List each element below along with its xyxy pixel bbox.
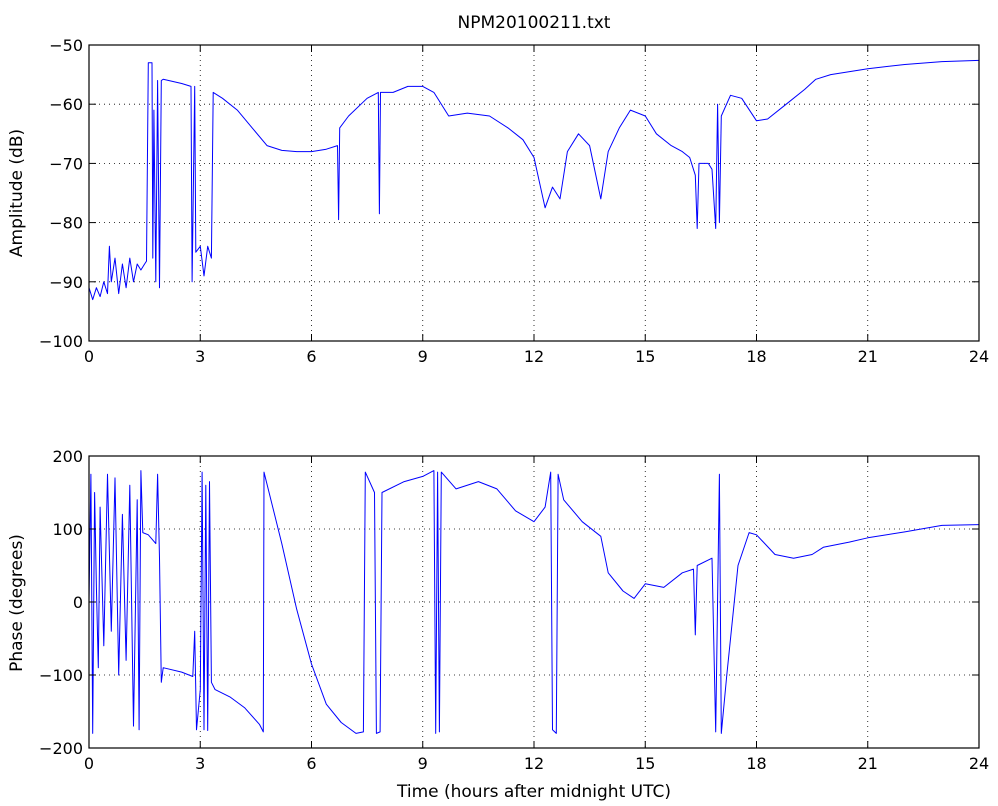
phase-x-tick-label: 0 [84,754,94,773]
amplitude-y-tick-label: −100 [39,332,83,351]
amplitude-x-tick-label: 6 [306,347,316,366]
amplitude-y-axis-label: Amplitude (dB) [7,129,27,257]
phase-x-tick-label: 12 [524,754,544,773]
amplitude-y-tick-label: −80 [49,214,83,233]
amplitude-x-tick-label: 3 [195,347,205,366]
amplitude-series-line [88,59,980,301]
phase-x-tick-label: 24 [969,754,989,773]
phase-x-tick-label: 3 [195,754,205,773]
phase-series-line [88,470,980,734]
amplitude-y-tick-label: −70 [49,154,83,173]
amplitude-x-tick-label: 0 [84,347,94,366]
amplitude-y-tick-label: −50 [49,36,83,55]
phase-x-tick-label: 6 [306,754,316,773]
phase-x-tick-label: 15 [635,754,655,773]
amplitude-x-tick-label: 18 [746,347,766,366]
phase-y-tick-label: −200 [39,739,83,758]
phase-axes: 0 3 6 9 12 15 18 21 24 −200 −100 0 100 200 Phase (deg… [7,447,989,802]
phase-y-tick-label: 100 [52,520,83,539]
phase-y-axis-label: Phase (degrees) [7,534,27,672]
amplitude-x-tick-label: 9 [418,347,428,366]
time-x-axis-label: Time (hours after midnight UTC) [396,782,671,802]
phase-x-tick-label: 18 [746,754,766,773]
phase-y-tick-label: −100 [39,666,83,685]
amplitude-y-tick-label: −90 [49,273,83,292]
phase-y-tick-label: 200 [52,447,83,466]
amplitude-y-tick-label: −60 [49,95,83,114]
phase-x-tick-label: 21 [858,754,878,773]
amplitude-axes: 0 3 6 9 12 15 18 21 24 −100 −90 −80 −70 −60 −50 Amplit… [7,36,989,366]
amplitude-x-tick-label: 15 [635,347,655,366]
amplitude-x-tick-label: 12 [524,347,544,366]
amplitude-x-tick-label: 24 [969,347,989,366]
chart-title: NPM20100211.txt [458,13,611,33]
phase-y-tick-label: 0 [73,593,83,612]
phase-x-tick-label: 9 [418,754,428,773]
amplitude-axes-frame [88,44,980,342]
amplitude-x-tick-label: 21 [858,347,878,366]
